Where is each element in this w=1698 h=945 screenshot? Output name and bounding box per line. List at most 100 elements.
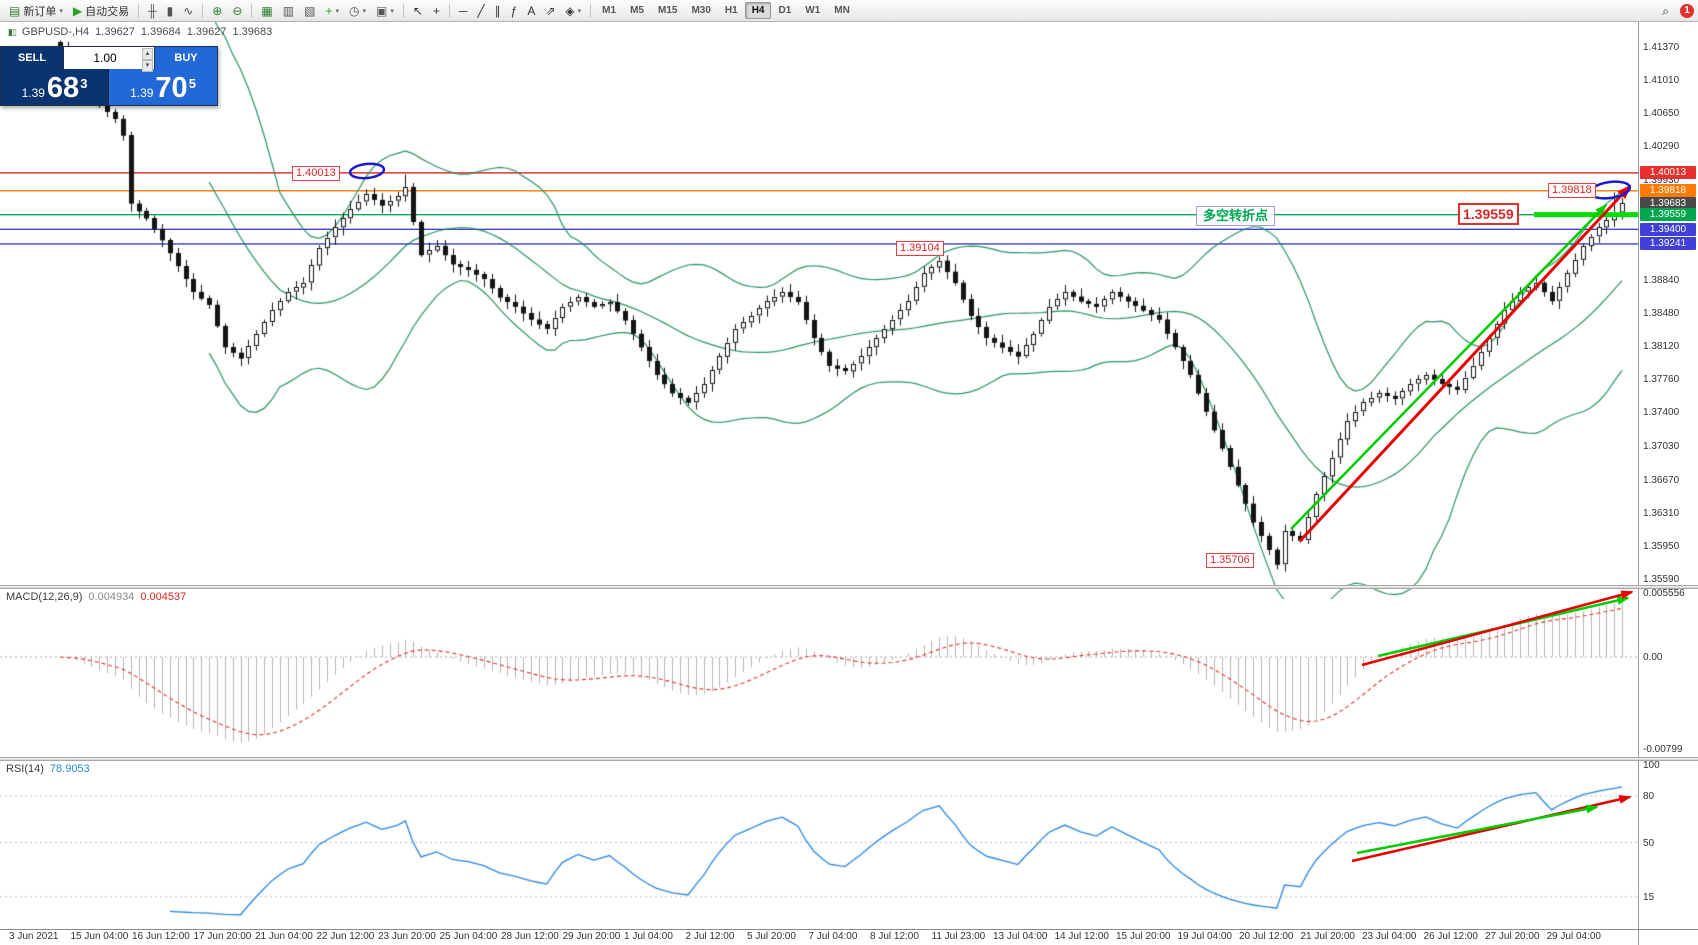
arrange-charts-icon: ▥ <box>282 3 295 18</box>
macd-indicator-label: MACD(12,26,9) 0.004934 0.004537 <box>6 591 187 603</box>
crosshair-icon: + <box>432 3 440 18</box>
new-order-button[interactable]: ▤ 新订单 ▾ <box>4 2 68 20</box>
text-icon: A <box>527 3 536 18</box>
quote-close: 1.39683 <box>232 26 273 38</box>
annotation-note[interactable]: 多空转折点 <box>1196 206 1276 226</box>
trend-arrow-red-3[interactable] <box>1361 590 1634 667</box>
channel-button[interactable]: ∥ <box>490 2 506 20</box>
tile-windows-button[interactable]: ▦ <box>256 2 277 20</box>
price-scale-separator <box>1638 22 1639 945</box>
notifications-badge[interactable]: 1 <box>1680 3 1694 18</box>
zoom-in-icon: ⊕ <box>212 3 223 18</box>
sell-price-sup: 3 <box>80 76 88 91</box>
trend-arrow-green-5[interactable] <box>1356 804 1599 855</box>
horizontal-line-button[interactable]: ─ <box>454 2 473 20</box>
toolbar-separator <box>402 3 404 18</box>
timeframe-h1[interactable]: H1 <box>724 5 738 16</box>
macd-signal-value: 0.004537 <box>140 591 187 603</box>
trend-arrow-red-4[interactable] <box>1351 795 1632 863</box>
quote-header: ▮▯ GBPUSD-,H4 1.39627 1.39684 1.39627 1.… <box>8 26 272 38</box>
cursor-button[interactable]: ↖ <box>408 2 428 20</box>
rsi-indicator-label: RSI(14) 78.9053 <box>6 763 90 775</box>
timeframe-d1[interactable]: D1 <box>778 5 792 16</box>
volume-control: ▴ ▾ <box>63 47 155 72</box>
volume-decrease-button[interactable]: ▾ <box>142 60 153 72</box>
quote-open: 1.39627 <box>95 26 135 38</box>
arrange-charts-button[interactable]: ▥ <box>278 2 299 20</box>
symbol-period-label: GBPUSD-,H4 <box>21 26 90 38</box>
template-icon: ▣ <box>375 3 388 18</box>
add-indicator-button[interactable]: + ▾ <box>320 2 344 20</box>
timeframe-h4[interactable]: H4 <box>744 2 772 19</box>
volume-increase-button[interactable]: ▴ <box>142 48 153 60</box>
shapes-button[interactable]: ◈ ▾ <box>560 2 586 20</box>
fibonacci-button[interactable]: ƒ <box>506 2 523 20</box>
fibonacci-icon: ƒ <box>510 3 518 18</box>
add-indicator-icon: + <box>325 3 333 18</box>
arrow-tool-button[interactable]: ⇗ <box>540 2 560 20</box>
bar-chart-button[interactable]: ╫ <box>143 2 162 20</box>
toolbar-separator <box>590 3 592 18</box>
timeframe-w1[interactable]: W1 <box>805 5 821 16</box>
price-label-1.40013[interactable]: 1.40013 <box>292 166 340 181</box>
shapes-icon: ◈ <box>565 3 575 18</box>
trendline-button[interactable]: ╱ <box>472 2 489 20</box>
cascade-charts-button[interactable]: ▧ <box>299 2 320 20</box>
line-chart-button[interactable]: ∿ <box>178 2 198 20</box>
price-label-1.39559[interactable]: 1.39559 <box>1458 203 1519 225</box>
crosshair-button[interactable]: + <box>428 2 445 20</box>
candlestick-chart-button[interactable]: ▮ <box>162 2 179 20</box>
one-click-trading-widget: SELL ▴ ▾ BUY 1.39 68 3 1.39 70 5 <box>0 46 218 106</box>
quote-high: 1.39684 <box>140 26 181 38</box>
timeframe-mn[interactable]: MN <box>834 5 850 16</box>
toolbar-separator <box>202 3 204 18</box>
price-label-1.39104[interactable]: 1.39104 <box>896 241 944 256</box>
rsi-value: 78.9053 <box>49 763 90 775</box>
trendline-icon: ╱ <box>477 3 485 18</box>
horizontal-line-icon: ─ <box>458 3 468 18</box>
chevron-down-icon: ▾ <box>390 7 394 15</box>
timeframe-m1[interactable]: M1 <box>602 5 617 16</box>
price-label-1.39818[interactable]: 1.39818 <box>1548 183 1596 198</box>
text-button[interactable]: A <box>522 2 540 20</box>
highlight-ellipse-1[interactable] <box>348 162 386 180</box>
chevron-down-icon: ▾ <box>59 7 63 15</box>
timeframe-m30[interactable]: M30 <box>691 5 711 16</box>
zoom-in-button[interactable]: ⊕ <box>207 2 227 20</box>
toolbar-separator <box>448 3 450 18</box>
buy-price-big: 70 <box>155 72 188 104</box>
zoom-out-button[interactable]: ⊖ <box>227 2 247 20</box>
chart-icon: ▮▯ <box>8 26 17 37</box>
template-button[interactable]: ▣ ▾ <box>371 2 399 20</box>
new-order-button-label: 新订单 <box>23 5 57 18</box>
buy-price-prefix: 1.39 <box>130 86 154 100</box>
tile-windows-icon: ▦ <box>261 3 273 18</box>
trend-arrow-red-0[interactable] <box>1298 184 1632 543</box>
line-chart-icon: ∿ <box>183 3 194 18</box>
trend-arrow-green-1[interactable] <box>1290 203 1608 530</box>
timeframe-m15[interactable]: M15 <box>657 5 678 16</box>
timeframe-m5[interactable]: M5 <box>630 5 644 16</box>
macd-main-value: 0.004934 <box>88 591 135 603</box>
rsi-panel-divider[interactable] <box>0 757 1698 761</box>
sell-price-prefix: 1.39 <box>21 86 45 100</box>
chevron-down-icon: ▾ <box>335 7 339 15</box>
period-button[interactable]: ◷ ▾ <box>344 2 371 20</box>
volume-input[interactable] <box>64 47 154 69</box>
buy-button[interactable]: BUY <box>155 47 217 69</box>
bar-chart-icon: ╫ <box>148 3 157 18</box>
toolbar-separator <box>251 3 253 18</box>
buy-price-sup: 5 <box>188 76 196 91</box>
search-button[interactable]: ⌕ <box>1657 2 1674 20</box>
price-label-1.35706[interactable]: 1.35706 <box>1206 553 1254 568</box>
quote-low: 1.39627 <box>186 26 227 38</box>
buy-price-panel[interactable]: 1.39 70 5 <box>109 69 217 105</box>
autotrading-button[interactable]: ▶ 自动交易 <box>68 2 134 20</box>
sell-button[interactable]: SELL <box>1 47 63 69</box>
cursor-icon: ↖ <box>412 3 423 18</box>
sell-price-panel[interactable]: 1.39 68 3 <box>1 69 109 105</box>
macd-panel-divider[interactable] <box>0 585 1698 589</box>
